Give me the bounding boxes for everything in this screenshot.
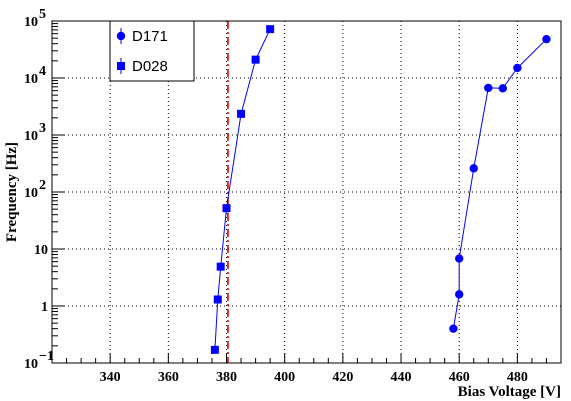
x-tick-label: 340 <box>100 370 121 385</box>
x-tick-label: 440 <box>391 370 412 385</box>
legend-label: D028 <box>132 58 168 75</box>
data-point <box>513 63 522 73</box>
x-tick-label: 380 <box>216 370 237 385</box>
y-tick-exponent: 4 <box>39 64 46 79</box>
data-point <box>455 254 464 263</box>
data-point <box>216 262 225 271</box>
x-tick-label: 480 <box>507 370 528 385</box>
series-d028 <box>210 25 275 354</box>
y-tick-exponent: 3 <box>39 121 46 136</box>
y-tick-label: 10 <box>24 186 38 201</box>
data-point <box>266 25 275 34</box>
legend-item-d171: D171 <box>116 28 168 45</box>
y-tick-exponent: 2 <box>39 178 46 193</box>
y-tick-label: 10 <box>24 72 38 87</box>
y-tick-label: 10 <box>24 357 38 372</box>
data-point <box>455 290 464 299</box>
x-tick-label: 360 <box>158 370 179 385</box>
y-tick-exponent: 5 <box>39 7 46 22</box>
series-layer <box>210 25 551 354</box>
data-point <box>213 295 222 304</box>
legend-box <box>109 20 195 82</box>
x-tick-label: 420 <box>332 370 353 385</box>
legend-marker <box>116 31 126 41</box>
y-tick-label: 10 <box>24 129 38 144</box>
x-tick-label: 460 <box>449 370 470 385</box>
tick-labels: 340 360 380 400 420 440 460 48010−1110102103104… <box>24 7 528 385</box>
y-tick-label: 10 <box>34 243 48 258</box>
data-point <box>237 109 246 118</box>
y-tick-label: 10 <box>24 15 38 30</box>
y-axis-title: Frequency [Hz] <box>4 142 20 242</box>
x-tick-label: 400 <box>274 370 295 385</box>
legend-marker <box>117 62 125 70</box>
data-point <box>542 34 551 44</box>
legend-item-d028: D028 <box>117 58 168 75</box>
legend-label: D171 <box>132 28 168 45</box>
x-axis-title: Bias Voltage [V] <box>458 384 561 400</box>
y-tick-exponent: −1 <box>39 349 54 364</box>
data-point <box>449 324 458 333</box>
data-point <box>251 55 260 64</box>
legend: D171 D028 <box>109 20 195 82</box>
data-point <box>469 164 478 173</box>
data-point <box>498 84 508 93</box>
data-point <box>210 345 219 354</box>
ticks <box>52 20 562 364</box>
data-point <box>222 204 231 213</box>
series-d171 <box>449 34 551 333</box>
data-point <box>484 83 493 93</box>
y-tick-label: 1 <box>41 300 48 315</box>
